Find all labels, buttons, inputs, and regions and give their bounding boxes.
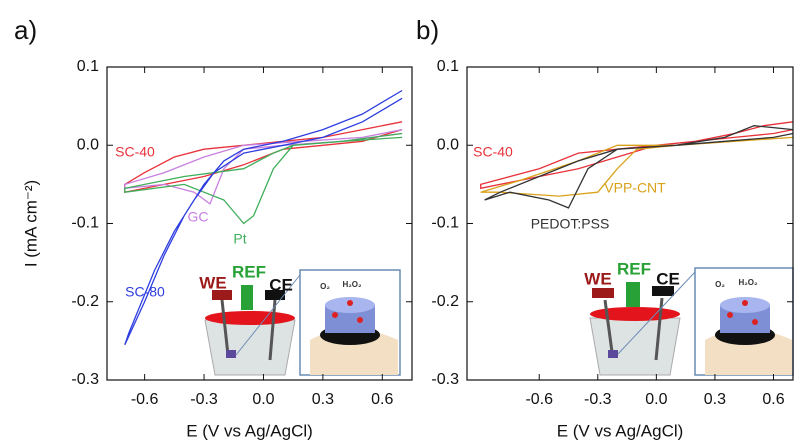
x-tick-label: -0.6	[525, 391, 553, 408]
y-tick-label: -0.1	[71, 215, 99, 232]
x-tick-label: 0.0	[645, 391, 667, 408]
inset-label: WE	[584, 269, 611, 288]
y-tick-label: -0.3	[71, 371, 99, 388]
inset-label: CE	[269, 275, 293, 294]
y-tick-label: 0.1	[77, 58, 99, 75]
y-axis-label: I (mA cm⁻²)	[21, 180, 40, 267]
cv-curve	[124, 121, 403, 193]
x-tick-label: -0.6	[131, 391, 159, 408]
x-tick-label: 0.3	[312, 391, 334, 408]
inset-label: H₂O₂	[342, 280, 362, 289]
series-label: GC	[188, 209, 209, 225]
y-tick-label: -0.3	[431, 371, 459, 388]
series-label: Pt	[233, 231, 246, 247]
cv-curve	[124, 89, 403, 346]
series-label: PEDOT:PSS	[531, 216, 610, 232]
series-label: SC-40	[473, 144, 513, 160]
y-tick-label: -0.2	[71, 293, 99, 310]
y-tick-label: 0.1	[437, 58, 459, 75]
x-tick-label: 0.0	[252, 391, 274, 408]
cv-curve	[124, 132, 403, 225]
panel-label: a)	[14, 15, 37, 45]
x-tick-label: 0.6	[762, 391, 784, 408]
x-tick-label: 0.6	[371, 391, 393, 408]
x-tick-label: -0.3	[584, 391, 612, 408]
inset-label: O₂	[320, 282, 330, 291]
y-tick-label: 0.0	[437, 136, 459, 153]
inset-label: WE	[199, 273, 226, 292]
inset-label: REF	[617, 259, 651, 278]
panel-label: b)	[416, 15, 439, 45]
inset-schematic	[589, 267, 794, 376]
plot-frame	[466, 66, 794, 381]
x-tick-label: 0.3	[704, 391, 726, 408]
x-axis-label: E (V vs Ag/AgCl)	[557, 421, 684, 440]
series-label: VPP-CNT	[604, 180, 666, 196]
x-axis-label: E (V vs Ag/AgCl)	[186, 421, 313, 440]
inset-label: REF	[232, 262, 266, 281]
series-label: SC-80	[125, 284, 165, 300]
series-label: SC-40	[115, 144, 155, 160]
y-tick-label: 0.0	[77, 136, 99, 153]
plot-frame	[106, 66, 413, 381]
x-tick-label: -0.3	[190, 391, 218, 408]
inset-label: O₂	[715, 280, 725, 289]
cv-curve	[484, 125, 794, 209]
y-tick-label: -0.2	[431, 293, 459, 310]
inset-schematic	[204, 269, 401, 376]
y-tick-label: -0.1	[431, 215, 459, 232]
inset-label: H₂O₂	[738, 278, 758, 287]
inset-label: CE	[656, 269, 680, 288]
